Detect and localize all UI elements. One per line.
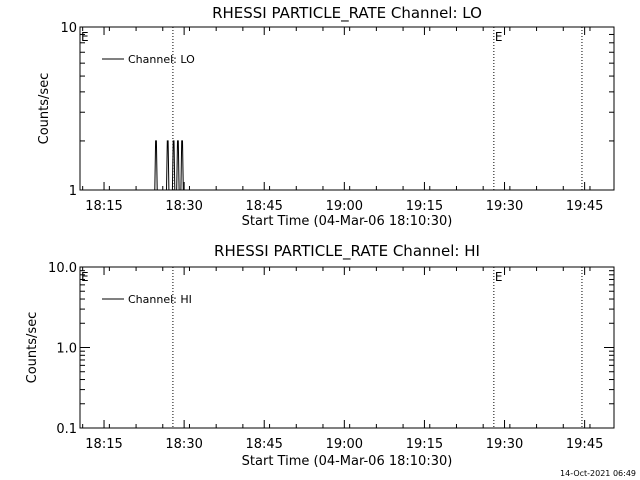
y-tick-label: 10 xyxy=(60,21,77,36)
x-tick-label: 18:30 xyxy=(165,437,202,452)
x-tick-label: 19:30 xyxy=(486,199,523,214)
y-axis-title: Counts/sec xyxy=(25,312,40,384)
x-tick-label: 19:45 xyxy=(566,199,603,214)
y-axis-title: Counts/sec xyxy=(37,73,52,145)
x-tick-label: 18:15 xyxy=(85,437,122,452)
panel-lo: RHESSI PARTICLE_RATE Channel: LO 18:15 18:… xyxy=(37,4,615,229)
x-tick-label: 18:30 xyxy=(165,199,202,214)
x-tick-label: 18:45 xyxy=(245,437,282,452)
x-tick-label: 19:00 xyxy=(326,437,363,452)
x-tick-label: 18:15 xyxy=(85,199,122,214)
x-tick-label: 18:45 xyxy=(245,199,282,214)
chart-title: RHESSI PARTICLE_RATE Channel: LO xyxy=(212,4,482,23)
y-tick-label: 1.0 xyxy=(56,342,77,357)
chart-title: RHESSI PARTICLE_RATE Channel: HI xyxy=(214,242,480,261)
y-tick-label: 1 xyxy=(69,184,77,199)
footer-timestamp: 14-Oct-2021 06:49 xyxy=(560,469,636,478)
x-axis-title: Start Time (04-Mar-06 18:10:30) xyxy=(242,454,453,469)
x-axis-title: Start Time (04-Mar-06 18:10:30) xyxy=(242,214,453,229)
series-line xyxy=(154,140,184,191)
x-tick-label: 19:15 xyxy=(406,199,443,214)
event-marker-label: E xyxy=(495,30,503,44)
legend-label: Channel: LO xyxy=(128,53,195,66)
plot-frame xyxy=(79,26,615,191)
plot-frame xyxy=(79,266,615,429)
x-tick-label: 19:00 xyxy=(326,199,363,214)
event-marker-label: E xyxy=(81,30,89,44)
event-marker-label: E xyxy=(81,270,89,284)
x-tick-label: 19:15 xyxy=(406,437,443,452)
legend-label: Channel: HI xyxy=(128,293,192,306)
panel-hi: RHESSI PARTICLE_RATE Channel: HI 18:15 18:… xyxy=(25,242,615,469)
x-tick-label: 19:45 xyxy=(566,437,603,452)
y-tick-label: 10.0 xyxy=(48,261,77,276)
x-tick-label: 19:30 xyxy=(486,437,523,452)
event-marker-label: E xyxy=(495,270,503,284)
y-tick-label: 0.1 xyxy=(56,422,77,437)
